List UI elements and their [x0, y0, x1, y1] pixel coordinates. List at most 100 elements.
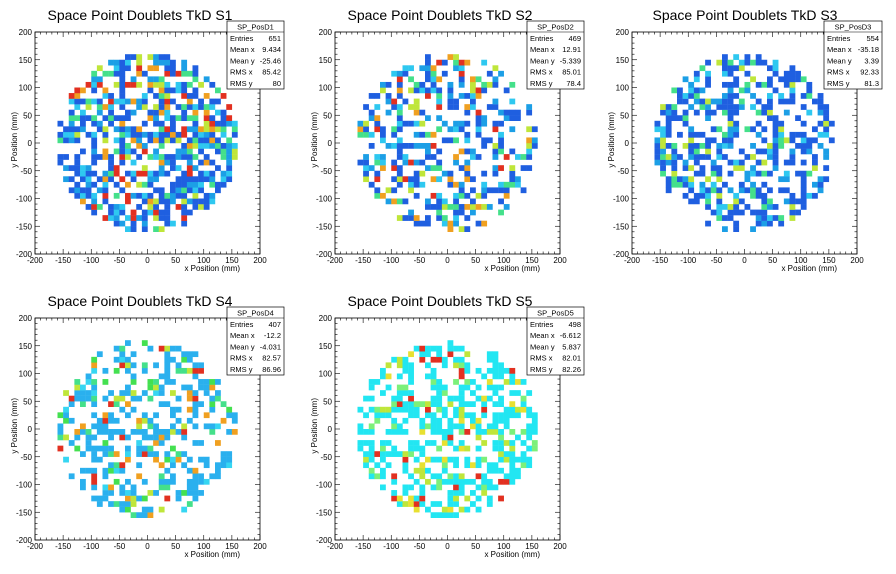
- bin-cell: [464, 462, 471, 469]
- bin-cell: [486, 137, 493, 144]
- bin-cell: [402, 120, 409, 127]
- bin-cell: [806, 170, 813, 177]
- bin-cell: [175, 417, 182, 424]
- bin-cell: [498, 148, 504, 155]
- bin-cell: [209, 126, 216, 133]
- bin-cell: [436, 445, 443, 452]
- bin-cell: [391, 445, 398, 452]
- bin-cell: [436, 148, 443, 155]
- bin-cell: [806, 192, 813, 199]
- bin-cell: [170, 59, 176, 66]
- bin-cell: [800, 170, 807, 177]
- bin-cell: [85, 440, 92, 446]
- bin-cell: [125, 340, 131, 346]
- bin-cell: [520, 456, 527, 463]
- bin-cell: [699, 87, 706, 94]
- bin-cell: [186, 417, 193, 424]
- bin-cell: [136, 473, 143, 480]
- bin-cell: [220, 126, 227, 133]
- bin-cell: [492, 76, 499, 83]
- bin-cell: [170, 87, 176, 94]
- histogram-pad-2: Space Point Doublets TkD S2-200 -150 -100-…: [310, 7, 585, 273]
- y-tick-label: 150: [19, 342, 33, 351]
- bin-cell: [767, 93, 773, 99]
- bin-cell: [175, 104, 182, 110]
- bin-cell: [430, 373, 437, 380]
- bin-cell: [203, 412, 210, 419]
- bin-cell: [220, 143, 227, 149]
- bin-cell: [486, 467, 493, 474]
- bin-cell: [710, 137, 717, 144]
- bin-cell: [141, 220, 148, 227]
- bin-cell: [181, 81, 188, 88]
- bin-cell: [91, 159, 98, 166]
- bin-cell: [436, 59, 443, 66]
- bin-cell: [170, 115, 176, 121]
- bin-cell: [141, 362, 148, 369]
- bin-cell: [492, 356, 499, 363]
- bin-cell: [408, 367, 414, 374]
- bin-cell: [215, 126, 221, 133]
- bin-cell: [458, 345, 465, 352]
- bin-cell: [80, 467, 86, 474]
- bin-cell: [203, 154, 210, 160]
- bin-cell: [198, 81, 204, 88]
- bin-cell: [492, 440, 499, 446]
- bin-cell: [772, 204, 779, 210]
- bin-cell: [215, 181, 221, 188]
- bin-cell: [80, 429, 86, 435]
- bin-cell: [531, 445, 538, 452]
- bin-cell: [430, 512, 437, 518]
- bin-cell: [391, 159, 398, 166]
- bin-cell: [192, 187, 199, 194]
- bin-cell: [226, 143, 233, 149]
- bin-cell: [363, 412, 369, 419]
- bin-cell: [470, 379, 476, 385]
- bin-cell: [158, 187, 165, 194]
- bin-cell: [509, 115, 516, 121]
- bin-cell: [96, 98, 103, 105]
- bin-cell: [74, 395, 81, 402]
- bin-cell: [186, 81, 193, 88]
- y-tick-label: 0: [28, 139, 33, 148]
- bin-cell: [153, 226, 159, 232]
- bin-cell: [705, 198, 711, 205]
- bin-cell: [74, 165, 81, 171]
- bin-cell: [671, 154, 678, 160]
- bin-cell: [164, 434, 171, 441]
- y-tick-label: 100: [616, 84, 630, 93]
- bin-cell: [119, 93, 126, 99]
- bin-cell: [85, 192, 92, 199]
- bin-cell: [710, 98, 717, 105]
- bin-cell: [363, 165, 369, 171]
- bin-cell: [464, 120, 471, 127]
- bin-cell: [198, 143, 204, 149]
- bin-cell: [520, 401, 527, 407]
- bin-cell: [170, 187, 176, 194]
- bin-cell: [722, 131, 728, 138]
- stats-value: 86.96: [262, 365, 281, 374]
- x-tick-label: 150: [225, 256, 239, 265]
- bin-cell: [806, 148, 813, 155]
- bin-cell: [158, 440, 165, 446]
- bin-cell: [68, 401, 75, 407]
- bin-cell: [209, 406, 216, 413]
- bin-cell: [430, 401, 437, 407]
- bin-cell: [458, 417, 465, 424]
- bin-cell: [113, 126, 120, 133]
- bin-cell: [498, 495, 504, 502]
- bin-cell: [441, 137, 448, 144]
- stats-label: RMS x: [230, 354, 253, 363]
- bin-cell: [192, 137, 199, 144]
- x-tick-label: 0: [145, 256, 150, 265]
- bin-cell: [509, 473, 516, 480]
- bin-cell: [186, 165, 193, 171]
- bin-cell: [800, 198, 807, 205]
- bin-cell: [408, 65, 414, 72]
- bin-cell: [63, 390, 69, 396]
- bin-cell: [119, 204, 126, 210]
- bin-cell: [682, 176, 689, 183]
- bin-cell: [158, 104, 165, 110]
- bin-cell: [186, 143, 193, 149]
- bin-cell: [436, 198, 443, 205]
